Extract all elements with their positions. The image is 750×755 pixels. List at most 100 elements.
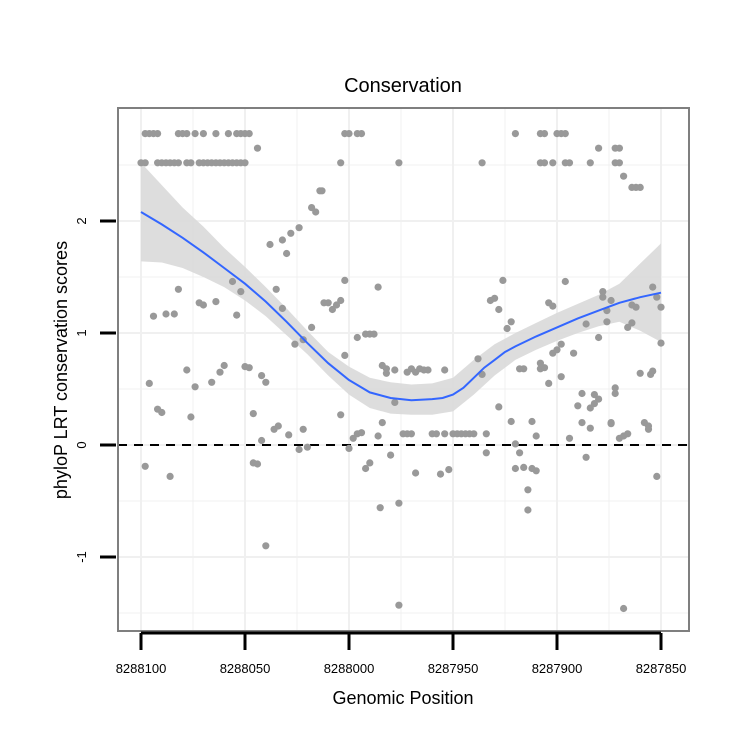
data-point	[374, 283, 382, 291]
x-tick-label: 8287850	[636, 661, 687, 676]
data-point	[262, 378, 270, 386]
data-point	[499, 276, 507, 284]
data-point	[595, 395, 603, 403]
data-point	[595, 333, 603, 342]
data-point	[520, 365, 528, 373]
data-point	[624, 323, 632, 331]
data-point	[145, 379, 153, 387]
data-point	[199, 130, 207, 138]
data-point	[141, 159, 149, 167]
data-point	[657, 339, 665, 347]
data-point	[620, 172, 628, 180]
data-point	[318, 187, 326, 195]
data-point	[503, 324, 511, 333]
data-point	[174, 285, 182, 293]
smooth-fit-line	[140, 211, 662, 402]
data-point	[391, 398, 399, 406]
data-point	[511, 130, 519, 138]
data-point	[387, 451, 395, 459]
data-point	[578, 389, 586, 398]
data-point	[245, 130, 253, 138]
data-point	[249, 410, 257, 418]
data-point	[345, 130, 353, 138]
data-point	[241, 159, 249, 167]
data-point	[441, 430, 449, 438]
x-axis-label: Genomic Position	[332, 688, 473, 708]
data-point	[570, 349, 578, 357]
data-point	[574, 402, 582, 410]
data-point	[303, 443, 311, 451]
data-point	[615, 144, 624, 152]
data-point	[557, 340, 565, 348]
data-point	[644, 425, 653, 433]
data-point	[470, 430, 478, 438]
data-point	[158, 408, 166, 417]
data-point	[636, 369, 644, 377]
x-tick-label: 8288000	[324, 661, 375, 676]
data-point	[549, 302, 557, 310]
data-point	[258, 372, 266, 380]
data-point	[266, 240, 274, 249]
data-point	[174, 159, 182, 167]
data-point	[511, 464, 519, 473]
data-point	[262, 542, 270, 550]
data-point	[553, 346, 561, 354]
data-point	[370, 330, 378, 338]
data-point	[295, 445, 303, 454]
data-point	[353, 333, 361, 342]
data-point	[312, 208, 320, 216]
data-point	[374, 432, 382, 440]
data-point	[445, 466, 453, 474]
data-point	[624, 430, 632, 438]
data-point	[278, 236, 286, 244]
data-point	[540, 159, 549, 167]
data-point	[599, 293, 607, 301]
x-axis: 8288100 8288050 8288000 8287950 8287900 82878…	[116, 631, 687, 676]
data-point	[474, 355, 482, 363]
y-tick-label: 2	[74, 217, 89, 224]
data-point	[482, 449, 490, 457]
data-point	[376, 504, 384, 512]
data-point	[603, 318, 611, 326]
data-point	[424, 366, 432, 374]
data-point	[595, 144, 603, 152]
data-point	[611, 384, 619, 392]
data-point	[395, 159, 403, 167]
data-point	[332, 301, 341, 309]
data-point	[653, 472, 661, 480]
data-point	[532, 432, 540, 440]
data-point	[212, 298, 220, 306]
data-point	[545, 379, 553, 387]
data-point	[532, 467, 540, 475]
data-point	[495, 403, 503, 411]
data-point	[295, 224, 303, 232]
data-point	[366, 459, 374, 467]
data-point	[233, 311, 241, 319]
data-point	[607, 419, 615, 427]
data-point	[191, 130, 199, 138]
data-points	[137, 130, 665, 613]
y-tick-label: 0	[74, 441, 89, 448]
data-point	[590, 391, 599, 399]
data-point	[199, 301, 207, 309]
grid-lines	[118, 108, 689, 631]
data-point	[620, 604, 628, 613]
data-point	[524, 486, 532, 494]
data-point	[395, 601, 403, 609]
data-point	[191, 383, 199, 391]
data-point	[565, 434, 574, 442]
data-point	[341, 276, 349, 284]
data-point	[611, 389, 619, 398]
data-point	[183, 366, 191, 374]
data-point	[636, 183, 644, 191]
data-point	[495, 305, 503, 314]
data-point	[224, 130, 232, 138]
data-point	[391, 366, 399, 374]
data-point	[237, 288, 245, 296]
data-point	[187, 413, 195, 421]
data-point	[412, 469, 420, 477]
data-point	[578, 419, 586, 427]
data-point	[141, 462, 149, 470]
data-point	[561, 277, 569, 286]
